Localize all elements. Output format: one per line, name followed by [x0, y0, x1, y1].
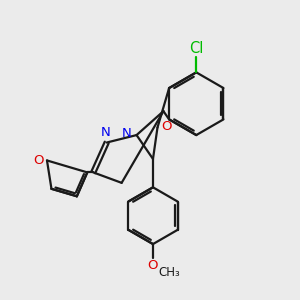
Text: O: O [161, 120, 172, 133]
Text: O: O [33, 154, 44, 167]
Text: O: O [148, 259, 158, 272]
Text: N: N [122, 127, 131, 140]
Text: N: N [100, 126, 110, 139]
Text: Cl: Cl [189, 41, 203, 56]
Text: CH₃: CH₃ [158, 266, 180, 280]
